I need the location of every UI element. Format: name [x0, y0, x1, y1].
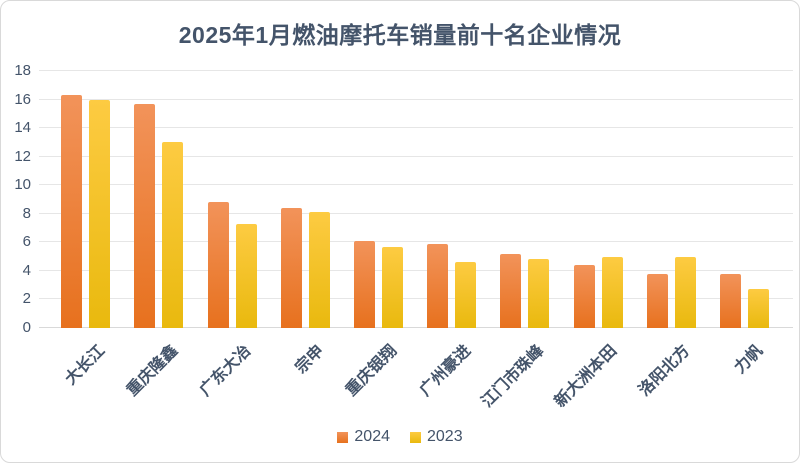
bar-group — [269, 71, 342, 328]
gridline — [39, 184, 793, 186]
bar-2024 — [719, 273, 741, 328]
x-category-label: 江门市珠峰 — [478, 342, 548, 411]
bar-2023 — [235, 223, 257, 328]
x-category-label: 重庆银翔 — [343, 342, 401, 400]
bar-group — [561, 71, 634, 328]
y-tick-label: 10 — [14, 176, 31, 194]
bar-group — [122, 71, 195, 328]
legend-swatch-2023-icon — [410, 431, 421, 443]
x-category-label: 广州豪进 — [416, 342, 474, 400]
legend-label-2023: 2023 — [427, 428, 463, 445]
gridline — [39, 98, 793, 100]
chart-title: 2025年1月燃油摩托车销量前十名企业情况 — [178, 22, 622, 48]
gridline — [39, 241, 793, 243]
x-axis-labels: 大长江 重庆隆鑫 广东大冶 宗申 重庆银翔 广州豪进 江门市珠峰 新大洲本田 洛阳北方 力帆 — [49, 338, 781, 424]
legend-label-2024: 2024 — [354, 428, 390, 445]
bar-group — [195, 71, 268, 328]
bar-group — [708, 71, 781, 328]
bar-2024 — [207, 202, 229, 328]
bars-layer — [49, 71, 781, 328]
x-category-label: 宗申 — [292, 342, 328, 377]
x-category-label: 洛阳北方 — [636, 342, 694, 400]
y-tick-label: 16 — [14, 90, 31, 108]
bar-group — [635, 71, 708, 328]
bar-2023 — [89, 99, 111, 328]
legend-item-2024: 2024 — [337, 429, 390, 445]
bar-2024 — [500, 253, 522, 328]
gridline-layer — [39, 70, 793, 328]
gridline — [39, 212, 793, 214]
gridline — [39, 155, 793, 157]
x-category-label: 大长江 — [61, 342, 108, 389]
bar-2023 — [674, 256, 696, 328]
bar-2023 — [601, 256, 623, 328]
gridline — [39, 127, 793, 129]
bar-group — [49, 71, 122, 328]
legend-item-2023: 2023 — [410, 429, 463, 445]
bar-2023 — [455, 262, 477, 328]
y-axis-labels: 0 2 4 6 8 10 12 14 16 18 — [1, 63, 31, 335]
y-tick-label: 18 — [14, 62, 31, 80]
bar-2024 — [134, 103, 156, 328]
y-tick-label: 4 — [22, 262, 31, 280]
bar-group — [488, 71, 561, 328]
legend-swatch-2024-icon — [337, 431, 349, 443]
bar-group — [342, 71, 415, 328]
y-tick-label: 12 — [14, 147, 31, 165]
y-tick-label: 2 — [22, 290, 31, 308]
y-tick-label: 8 — [22, 204, 31, 222]
legend: 2024 2023 — [1, 427, 799, 447]
bar-2023 — [747, 289, 769, 328]
bar-group — [415, 71, 488, 328]
x-category-label: 新大洲本田 — [551, 342, 621, 411]
x-category-label: 力帆 — [731, 342, 767, 377]
y-tick-label: 14 — [14, 119, 31, 137]
bar-2023 — [162, 142, 184, 328]
y-tick-label: 0 — [22, 319, 31, 337]
x-axis-line — [39, 327, 793, 328]
gridline — [39, 70, 793, 71]
x-category-label: 广东大冶 — [196, 342, 255, 400]
bar-2023 — [528, 259, 550, 328]
y-tick-label: 6 — [22, 233, 31, 251]
bar-2024 — [646, 273, 668, 328]
bar-2024 — [573, 265, 595, 328]
bar-2023 — [381, 246, 403, 328]
bar-2023 — [308, 212, 330, 328]
bar-2024 — [427, 243, 449, 328]
x-category-label: 重庆隆鑫 — [123, 342, 182, 400]
bar-2024 — [61, 95, 83, 328]
bar-2024 — [353, 240, 375, 328]
gridline — [39, 298, 793, 300]
bar-2024 — [280, 208, 302, 328]
gridline — [39, 269, 793, 271]
